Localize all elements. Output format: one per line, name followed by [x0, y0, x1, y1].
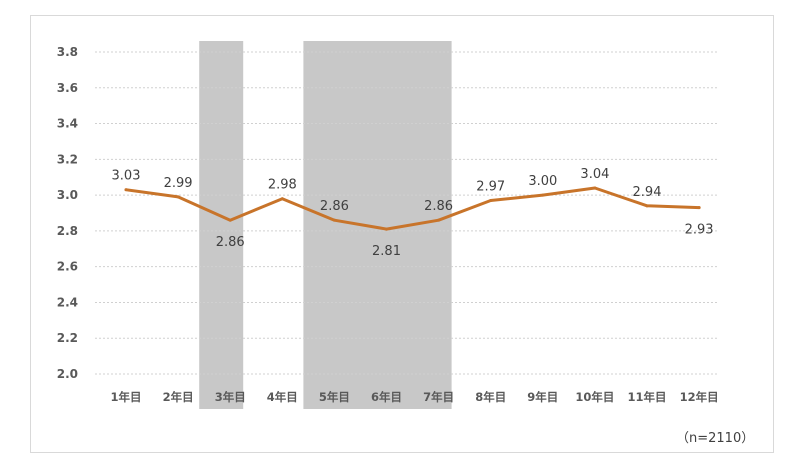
data-label: 2.99	[164, 176, 193, 191]
data-point	[541, 193, 545, 197]
data-point	[697, 206, 701, 210]
x-tick-label: 8年目	[475, 390, 506, 404]
x-tick-label: 10年目	[575, 390, 614, 404]
y-tick-label: 3.4	[57, 117, 78, 131]
y-tick-label: 3.6	[57, 81, 78, 95]
data-label: 3.00	[528, 174, 557, 189]
x-tick-label: 4年目	[267, 390, 298, 404]
data-label: 2.86	[216, 235, 245, 250]
x-tick-label: 2年目	[163, 390, 194, 404]
x-tick-label: 3年目	[215, 390, 246, 404]
data-label: 2.93	[685, 223, 714, 238]
data-label: 2.86	[424, 199, 453, 214]
y-tick-label: 3.2	[57, 152, 78, 166]
data-label: 2.86	[320, 199, 349, 214]
data-point	[176, 195, 180, 199]
data-label: 2.97	[476, 179, 505, 194]
data-point	[489, 198, 493, 202]
x-tick-label: 5年目	[319, 390, 350, 404]
data-labels: 3.03 2.99 2.86 2.98 2.86 2.81 2.86 2.97 3.00 3.04…	[112, 167, 714, 259]
y-axis-ticks: 2.0 2.2 2.4 2.6 2.8 3.0 3.2 3.4 3.6 3.8	[57, 45, 78, 381]
x-tick-label: 9年目	[527, 390, 558, 404]
data-point	[124, 188, 128, 192]
y-tick-label: 2.6	[57, 260, 78, 274]
data-label: 3.04	[580, 167, 609, 182]
y-tick-label: 3.0	[57, 188, 78, 202]
x-tick-label: 7年目	[423, 390, 454, 404]
data-point	[385, 227, 388, 231]
x-tick-label: 1年目	[110, 390, 141, 404]
data-label: 3.03	[112, 169, 141, 184]
series-line	[124, 186, 701, 231]
series-group	[124, 186, 701, 231]
highlight-band	[303, 41, 452, 409]
data-point	[593, 186, 597, 190]
y-tick-label: 3.8	[57, 45, 78, 59]
sample-size-note: （n=2110）	[676, 431, 755, 446]
highlight-bands	[199, 41, 452, 409]
data-label: 2.98	[268, 178, 297, 193]
data-point	[332, 218, 336, 222]
y-tick-label: 2.4	[57, 295, 78, 309]
y-tick-label: 2.2	[57, 331, 78, 345]
y-tick-label: 2.8	[57, 224, 78, 238]
data-label: 2.94	[633, 185, 662, 200]
y-tick-label: 2.0	[57, 367, 78, 381]
data-point	[228, 218, 232, 222]
data-point	[645, 204, 649, 208]
data-point	[437, 218, 441, 222]
x-axis-ticks: 1年目 2年目 3年目 4年目 5年目 6年目 7年目 8年目 9年目 10年目 11年目 12年目	[110, 390, 718, 404]
x-tick-label: 11年目	[627, 390, 666, 404]
x-tick-label: 6年目	[371, 390, 402, 404]
highlight-band	[199, 41, 244, 409]
data-label: 2.81	[372, 244, 401, 259]
data-point	[280, 197, 284, 201]
x-tick-label: 12年目	[680, 390, 719, 404]
